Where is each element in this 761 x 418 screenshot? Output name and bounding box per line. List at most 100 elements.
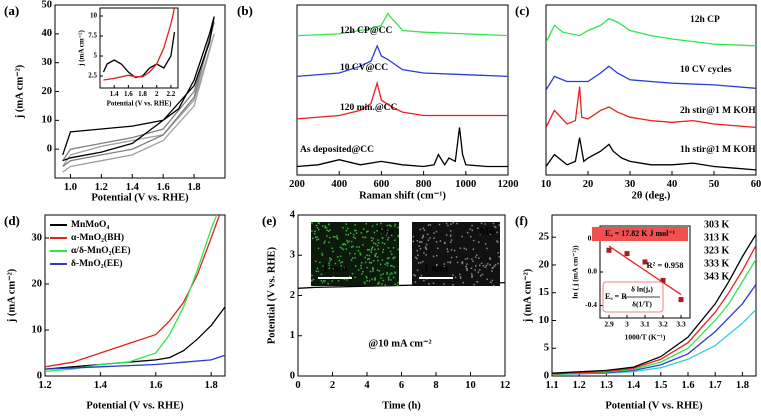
speck [371, 278, 373, 281]
speck [354, 257, 356, 259]
speck [479, 269, 481, 271]
speck [496, 231, 498, 234]
speck [378, 282, 380, 285]
speck [439, 240, 442, 242]
speck [461, 261, 464, 263]
speck [447, 224, 449, 227]
series-line [552, 284, 756, 375]
speck [380, 222, 382, 225]
legend-label: 343 K [704, 271, 730, 282]
panel-label: (c) [515, 3, 529, 18]
speck [387, 239, 389, 241]
speck [311, 230, 313, 232]
speck [363, 281, 366, 284]
speck [344, 243, 347, 246]
x-axis-label: 1000/T (K⁻¹) [625, 333, 666, 342]
speck [320, 273, 323, 276]
speck [368, 280, 371, 282]
speck [394, 256, 396, 259]
speck [354, 265, 357, 267]
speck [365, 275, 368, 278]
speck [370, 251, 373, 253]
speck [426, 233, 429, 236]
speck [380, 274, 382, 276]
panel-label: (e) [262, 213, 276, 228]
speck [316, 226, 319, 229]
speck [356, 246, 358, 248]
speck [377, 283, 379, 285]
speck [450, 239, 453, 241]
annotation: 1 mm [323, 263, 348, 274]
speck [479, 264, 481, 267]
speck [498, 256, 501, 258]
annotation: Mn [378, 226, 395, 238]
y-tick-label: 5 [94, 52, 98, 60]
x-axis-label: Raman shift (cm⁻¹) [359, 190, 446, 201]
speck [443, 263, 445, 265]
speck [449, 262, 452, 264]
speck [490, 281, 492, 284]
speck [317, 247, 320, 250]
speck [311, 279, 313, 282]
speck [372, 242, 375, 244]
speck [466, 268, 468, 270]
speck [362, 236, 364, 239]
speck [394, 283, 396, 285]
speck [393, 266, 395, 268]
y-tick-label: 20 [539, 259, 550, 270]
speck [371, 246, 374, 248]
speck [354, 229, 356, 232]
speck [477, 271, 480, 273]
y-tick-label: 4 [290, 209, 296, 220]
speck [346, 227, 349, 230]
speck [328, 262, 330, 264]
speck [419, 247, 422, 250]
speck [472, 260, 474, 263]
x-tick-label: 1.5 [654, 380, 667, 391]
panel-label: (d) [4, 213, 20, 228]
x-axis-label: Time (h) [382, 400, 421, 411]
y-tick-label: 20 [42, 86, 53, 97]
series-line [608, 245, 682, 296]
speck [334, 262, 337, 265]
speck [454, 276, 457, 279]
x-tick-label: 1.8 [205, 380, 218, 391]
speck [336, 256, 339, 258]
speck [421, 260, 424, 263]
series-line [45, 215, 221, 368]
speck [387, 247, 390, 249]
speck [340, 265, 342, 267]
x-tick-label: 4 [364, 380, 370, 391]
speck [370, 262, 373, 264]
speck [383, 242, 386, 245]
speck [373, 231, 376, 234]
speck [351, 257, 354, 259]
speck [494, 264, 497, 266]
y-tick-label: 40 [42, 28, 53, 39]
speck [374, 243, 377, 245]
speck [368, 258, 371, 260]
speck [397, 234, 399, 237]
speck [461, 262, 463, 265]
speck [386, 224, 389, 227]
speck [418, 245, 420, 247]
speck [464, 258, 467, 260]
speck [360, 264, 362, 267]
speck [447, 261, 449, 264]
plot-clip-group [297, 12, 508, 168]
speck [313, 232, 316, 235]
speck [347, 234, 350, 236]
series-line [62, 33, 215, 173]
x-axis-label: Potential (V vs. RHE) [91, 192, 189, 203]
mo-map [412, 222, 500, 286]
x-tick-label: 1.1 [545, 380, 558, 391]
speck [421, 237, 424, 239]
speck [443, 242, 446, 245]
y-tick-label: 0 [47, 144, 52, 155]
speck [384, 263, 387, 265]
plot-clip-group [606, 245, 684, 303]
x-tick-label: 800 [416, 179, 432, 190]
speck [394, 271, 396, 274]
speck [316, 267, 319, 270]
annotation: Eₐ = R [605, 292, 627, 301]
